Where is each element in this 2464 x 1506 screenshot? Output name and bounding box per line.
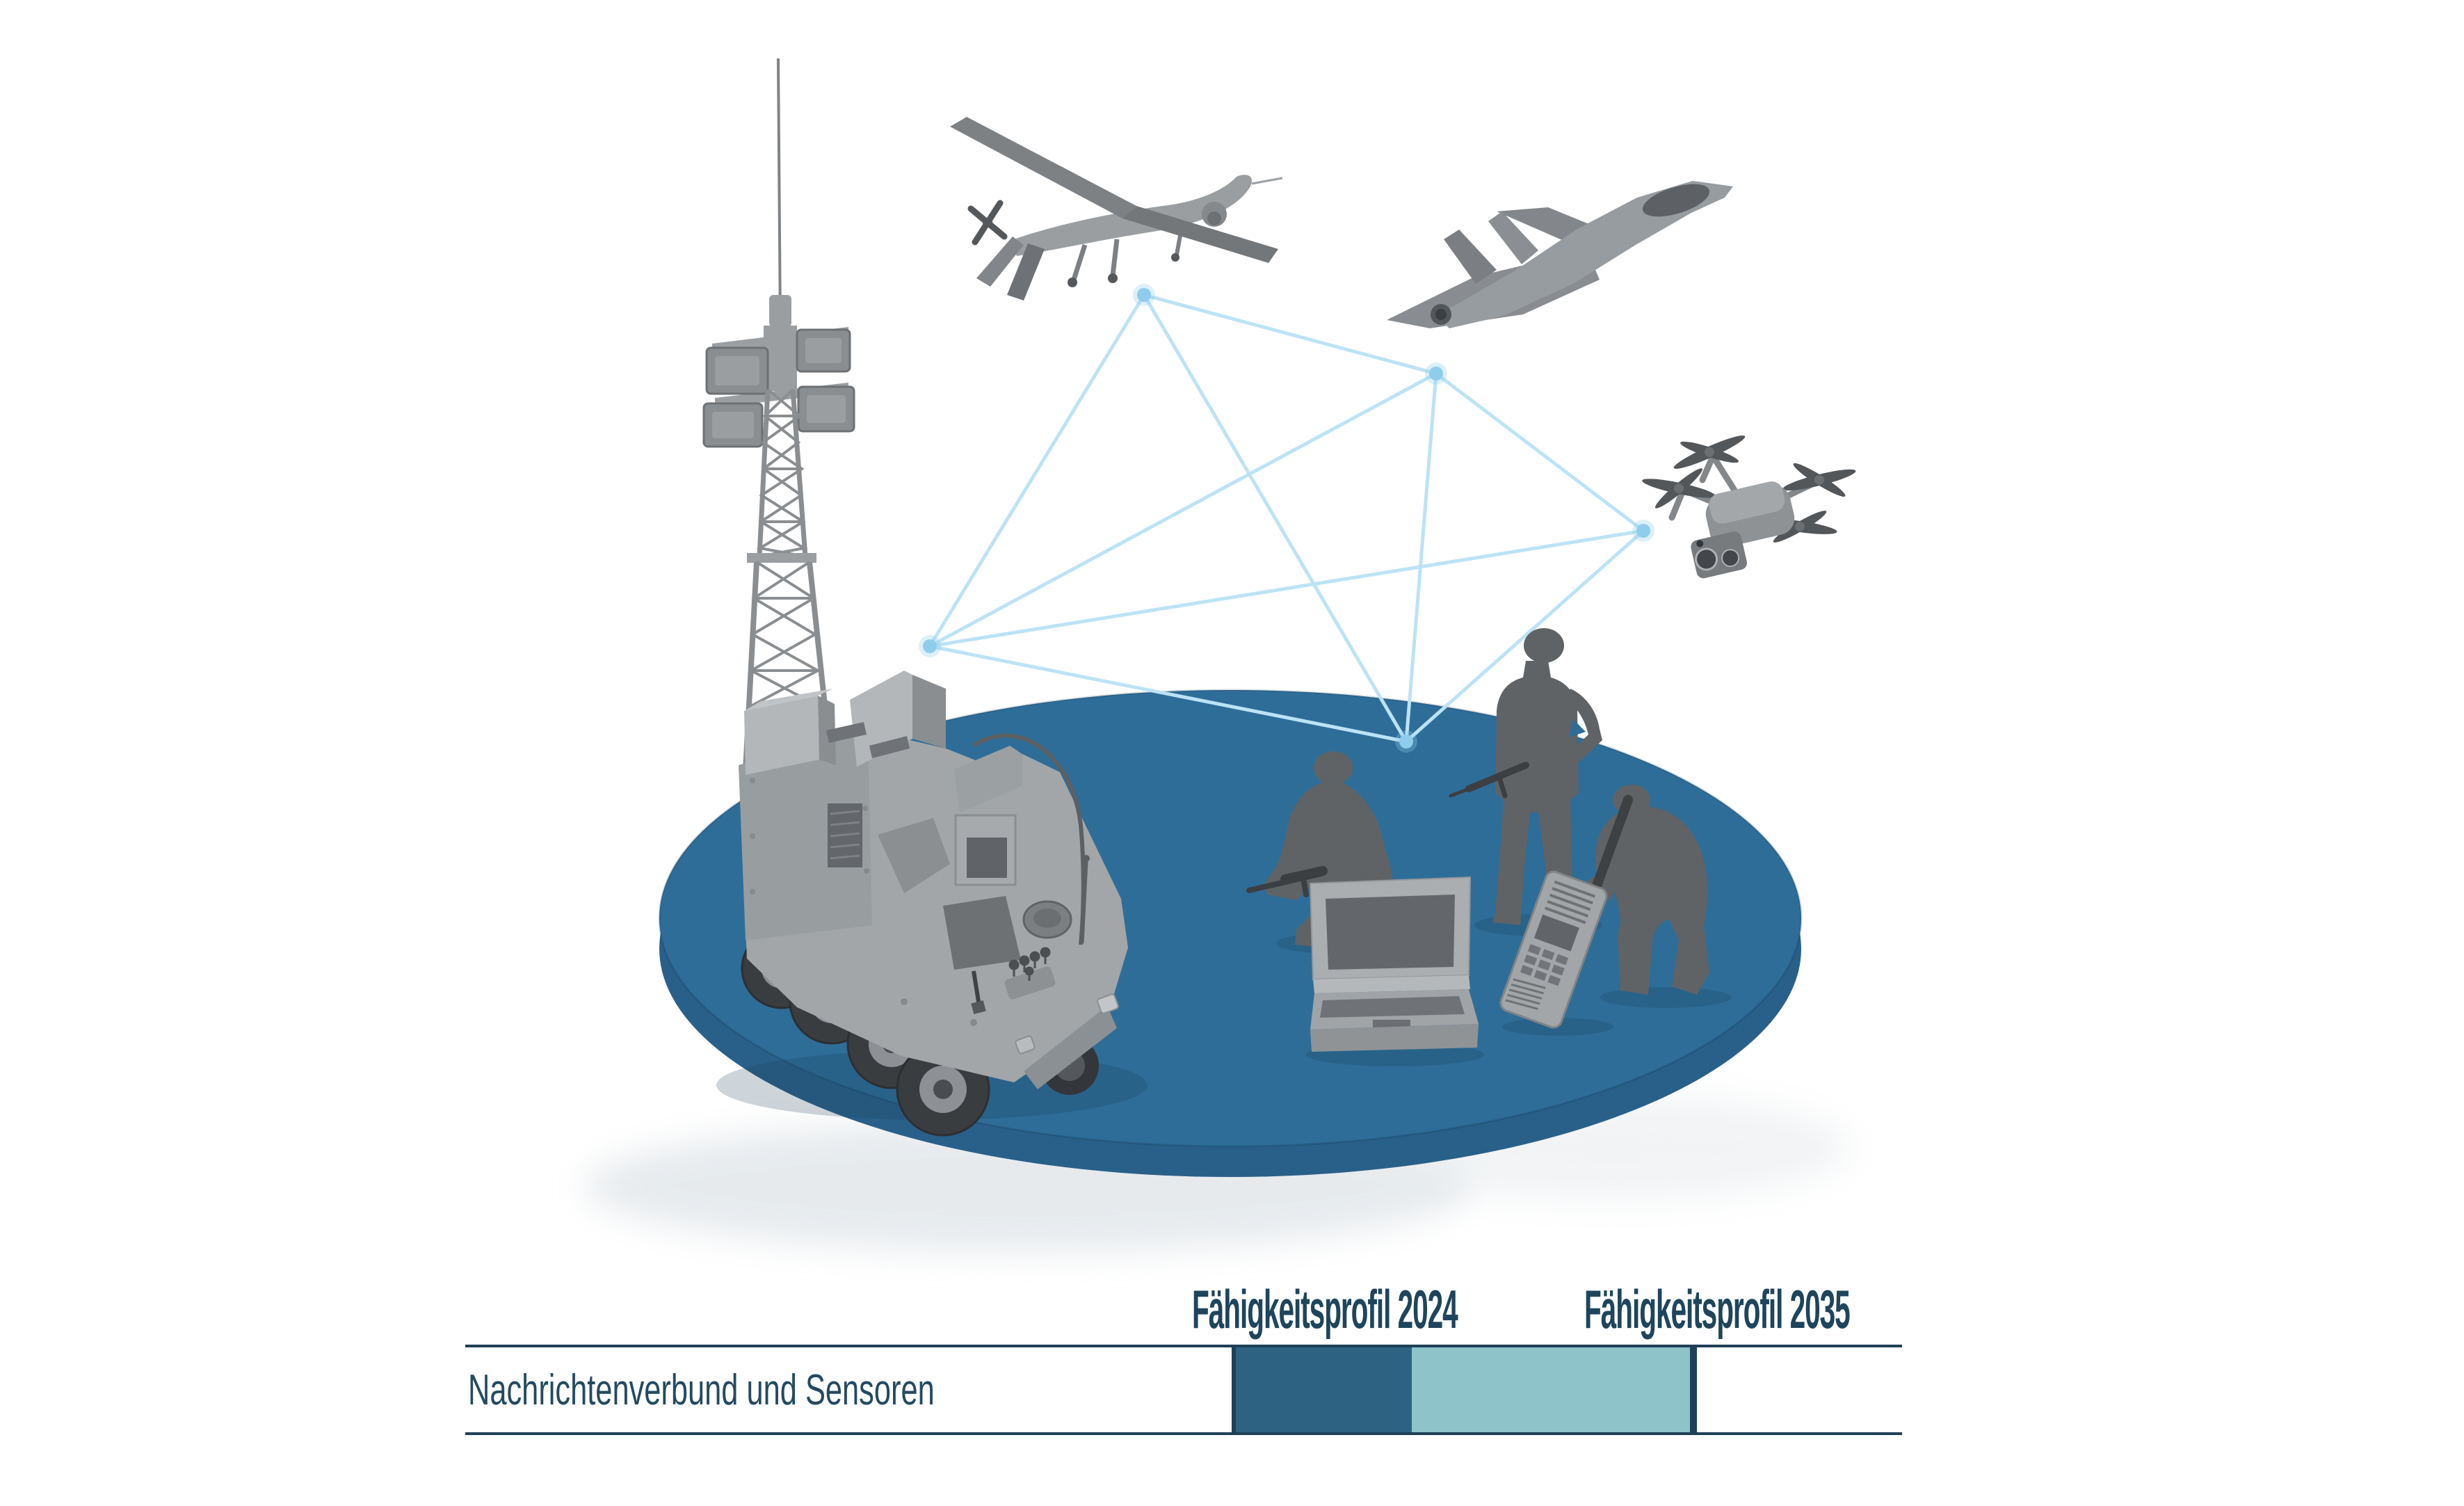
rod-antenna <box>1080 855 1090 944</box>
side-grille <box>828 803 862 867</box>
jet-tail-fin <box>1444 230 1497 284</box>
network-node <box>1429 367 1443 380</box>
helmet <box>1314 751 1353 785</box>
network-mesh <box>919 284 1654 753</box>
jet-canopy <box>1642 184 1710 217</box>
laptop-screen <box>1326 895 1455 970</box>
laptop-front <box>1310 1024 1479 1052</box>
network-nodes <box>919 284 1654 753</box>
column-header-2035: Fähigkeitsprofil 2035 <box>1584 1282 2095 1336</box>
network-node <box>1137 288 1151 302</box>
field-radio <box>1499 794 1634 1036</box>
arm-akimbo <box>1562 689 1602 765</box>
quad-rotor <box>1673 435 1746 469</box>
jet-tail-fin <box>1488 211 1538 264</box>
lattice-tower <box>756 388 808 558</box>
radio-antenna <box>1591 794 1634 894</box>
helmet <box>1524 628 1564 663</box>
antenna-box <box>705 346 769 395</box>
shelter-side <box>739 728 872 940</box>
uav-drone <box>950 117 1283 301</box>
uav-tail-fin <box>1007 243 1045 301</box>
antenna-mount <box>971 970 986 1015</box>
fighter-jet <box>1387 181 1733 328</box>
roof-hatches <box>826 722 910 758</box>
column-header-2024: Fähigkeitsprofil 2024 <box>1192 1282 1702 1336</box>
cab-shield <box>954 746 1022 812</box>
radio-screen <box>1533 914 1579 952</box>
roof-box <box>744 689 836 775</box>
antenna-box <box>702 402 764 448</box>
rifle <box>1449 762 1529 799</box>
column-header-2035-text: Fähigkeitsprofil 2035 <box>1584 1279 1851 1340</box>
jet-fuselage <box>1434 181 1733 328</box>
network-node <box>923 639 937 653</box>
armored-vehicle <box>716 671 1148 1137</box>
front-plate <box>1024 1006 1117 1089</box>
network-links <box>928 293 1645 744</box>
rifle <box>1246 866 1328 897</box>
headlight <box>1015 993 1119 1055</box>
column-header-2024-text: Fähigkeitsprofil 2024 <box>1192 1279 1458 1340</box>
capability-row-label: Nachrichtenverbund und Sensoren <box>468 1365 935 1414</box>
whip-antenna <box>777 58 782 326</box>
uav-wing <box>1122 206 1278 263</box>
quad-camera <box>1691 531 1748 579</box>
monitor-box <box>954 814 1017 886</box>
quad-rotor <box>1642 468 1716 508</box>
uav-propeller <box>967 200 1008 246</box>
antenna-box <box>797 385 855 433</box>
laptop-keyboard <box>1320 996 1465 1018</box>
equipment-pod <box>878 818 950 893</box>
radio-vents <box>1505 978 1546 1010</box>
bar-segment-2024 <box>1236 1347 1412 1432</box>
comms-mast <box>702 58 855 798</box>
uav-pitot <box>1251 177 1283 185</box>
arm-gap <box>1569 719 1586 737</box>
network-node <box>1399 735 1413 748</box>
bar-segment-2035 <box>1412 1347 1690 1432</box>
roof-dish-hatch <box>1022 900 1072 939</box>
control-knobs <box>1004 947 1056 1000</box>
network-node <box>1636 524 1650 538</box>
radio-keypad <box>1520 944 1569 986</box>
radio-speaker <box>1544 880 1596 924</box>
antenna-box <box>796 328 851 373</box>
quad-body <box>1705 481 1795 547</box>
quad-rotor <box>1782 463 1856 497</box>
quadcopter-drone <box>1642 435 1856 579</box>
uav-wing <box>950 117 1136 218</box>
bar-start-edge <box>1232 1347 1236 1432</box>
uav-tail-fin <box>976 237 1024 287</box>
laptop-hinge <box>1313 975 1470 993</box>
capability-row: Nachrichtenverbund und Sensoren <box>465 1345 1902 1435</box>
bar-target-divider <box>1690 1347 1697 1432</box>
rugged-laptop <box>1306 876 1484 1066</box>
windshield <box>943 896 1021 970</box>
